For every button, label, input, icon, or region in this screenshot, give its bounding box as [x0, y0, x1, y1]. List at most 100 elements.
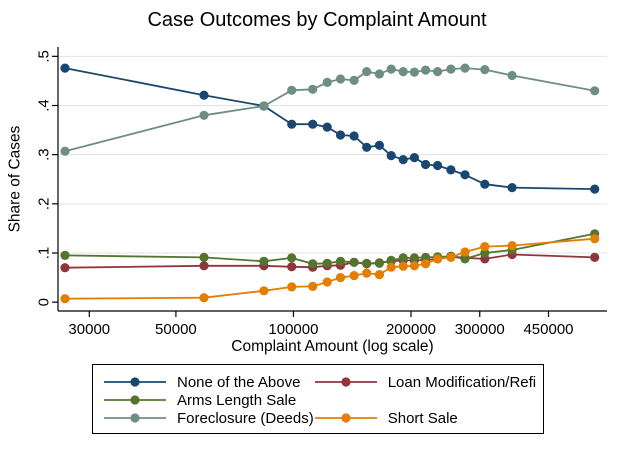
data-point-none-of-the-above: [590, 184, 600, 194]
data-point-arms-length-sale: [480, 248, 490, 258]
data-point-arms-length-sale: [460, 254, 470, 264]
y-tick-label: .5: [36, 50, 53, 63]
legend-entry-short-sale: Short Sale: [314, 409, 536, 427]
data-point-foreclosure-deeds: [199, 110, 209, 120]
legend-marker-icon: [104, 413, 166, 423]
y-axis-title: Share of Cases: [7, 125, 24, 232]
data-point-foreclosure-deeds: [308, 84, 318, 94]
legend-entry-loan-modification-refi: Loan Modification/Refi: [314, 373, 536, 391]
x-tick-label: 30000: [68, 321, 110, 338]
legend-column: Loan Modification/Refi Short Sale: [314, 373, 536, 427]
data-point-none-of-the-above: [421, 159, 431, 170]
data-point-none-of-the-above: [480, 179, 490, 189]
plot-area: 0 .1 .2 .3 .4 .5 30000 50000 100000 200000 300000 4…: [7, 47, 607, 355]
data-point-short-sale: [421, 259, 431, 269]
data-point-short-sale: [60, 294, 70, 304]
data-point-foreclosure-deeds: [398, 67, 408, 77]
legend-column: None of the Above Arms Length Sale Foreclo…: [103, 373, 314, 427]
data-point-short-sale: [409, 261, 419, 271]
data-point-none-of-the-above: [460, 170, 470, 180]
legend-marker-icon: [314, 377, 377, 387]
data-point-none-of-the-above: [287, 119, 297, 129]
data-point-short-sale: [349, 271, 359, 281]
legend-label: Short Sale: [387, 409, 458, 427]
data-point-none-of-the-above: [60, 63, 70, 73]
data-point-loan-modification-refi: [590, 252, 600, 262]
data-point-loan-modification-refi: [199, 261, 209, 271]
data-point-arms-length-sale: [421, 252, 431, 262]
x-axis-title: Complaint Amount (log scale): [231, 338, 433, 355]
data-point-none-of-the-above: [374, 140, 384, 150]
data-point-arms-length-sale: [386, 255, 396, 265]
data-point-none-of-the-above: [308, 119, 318, 129]
data-point-short-sale: [480, 242, 490, 252]
data-point-arms-length-sale: [398, 253, 408, 263]
chart-title: Case Outcomes by Complaint Amount: [147, 9, 487, 31]
y-tick-label: .2: [36, 198, 53, 211]
data-point-short-sale: [259, 286, 269, 296]
data-point-none-of-the-above: [446, 165, 456, 175]
data-point-arms-length-sale: [199, 252, 209, 262]
data-point-foreclosure-deeds: [335, 74, 346, 84]
data-point-none-of-the-above: [322, 122, 332, 132]
data-point-short-sale: [322, 277, 332, 287]
data-point-short-sale: [386, 262, 396, 272]
legend-marker-icon: [104, 395, 166, 405]
data-point-arms-length-sale: [259, 256, 269, 266]
data-point-short-sale: [446, 252, 456, 262]
data-point-arms-length-sale: [409, 253, 419, 263]
data-point-none-of-the-above: [199, 90, 209, 100]
data-point-arms-length-sale: [335, 256, 346, 266]
data-point-foreclosure-deeds: [460, 63, 470, 73]
data-point-foreclosure-deeds: [322, 77, 332, 87]
data-point-foreclosure-deeds: [374, 69, 384, 79]
data-point-none-of-the-above: [507, 183, 517, 193]
data-point-short-sale: [398, 261, 408, 271]
legend-entry-foreclosure-deeds: Foreclosure (Deeds): [103, 409, 314, 427]
y-tick-label: .3: [36, 148, 53, 161]
y-tick-label: 0: [36, 298, 53, 306]
legend-label: Loan Modification/Refi: [387, 373, 537, 391]
data-point-none-of-the-above: [349, 131, 359, 141]
x-tick-label: 50000: [155, 321, 197, 338]
legend: None of the Above Arms Length Sale Foreclo…: [92, 364, 544, 434]
data-point-loan-modification-refi: [60, 263, 70, 273]
data-point-foreclosure-deeds: [60, 146, 70, 156]
data-point-short-sale: [507, 241, 517, 251]
data-point-foreclosure-deeds: [507, 70, 517, 81]
data-point-none-of-the-above: [409, 153, 419, 163]
legend-entry-none-of-the-above: None of the Above: [103, 373, 314, 391]
data-point-none-of-the-above: [335, 130, 346, 140]
data-point-short-sale: [460, 247, 470, 257]
data-point-none-of-the-above: [433, 160, 443, 171]
legend-label: None of the Above: [177, 373, 301, 391]
x-tick-label: 100000: [268, 321, 318, 338]
data-point-arms-length-sale: [60, 250, 70, 260]
legend-label: Arms Length Sale: [177, 391, 297, 409]
data-point-foreclosure-deeds: [433, 67, 443, 77]
data-point-short-sale: [287, 282, 297, 292]
data-point-short-sale: [362, 268, 372, 278]
data-point-foreclosure-deeds: [421, 65, 431, 75]
legend-entry-arms-length-sale: Arms Length Sale: [103, 391, 314, 409]
data-point-foreclosure-deeds: [287, 85, 297, 95]
data-point-arms-length-sale: [374, 258, 384, 268]
data-point-arms-length-sale: [349, 257, 359, 267]
data-point-arms-length-sale: [322, 258, 332, 268]
data-point-short-sale: [433, 254, 443, 264]
y-tick-label: .4: [36, 99, 53, 112]
data-point-short-sale: [308, 281, 318, 291]
x-tick-label: 200000: [386, 321, 436, 338]
data-point-foreclosure-deeds: [259, 101, 269, 111]
legend-label: Foreclosure (Deeds): [177, 409, 314, 427]
legend-marker-icon: [314, 413, 377, 423]
data-point-foreclosure-deeds: [362, 67, 372, 77]
x-tick-label: 300000: [455, 321, 505, 338]
data-point-foreclosure-deeds: [446, 64, 456, 74]
data-point-arms-length-sale: [362, 258, 372, 268]
legend-marker-icon: [104, 377, 166, 387]
data-point-arms-length-sale: [308, 259, 318, 269]
data-point-short-sale: [199, 293, 209, 303]
data-point-foreclosure-deeds: [590, 86, 600, 96]
y-tick-label: .1: [36, 247, 53, 260]
